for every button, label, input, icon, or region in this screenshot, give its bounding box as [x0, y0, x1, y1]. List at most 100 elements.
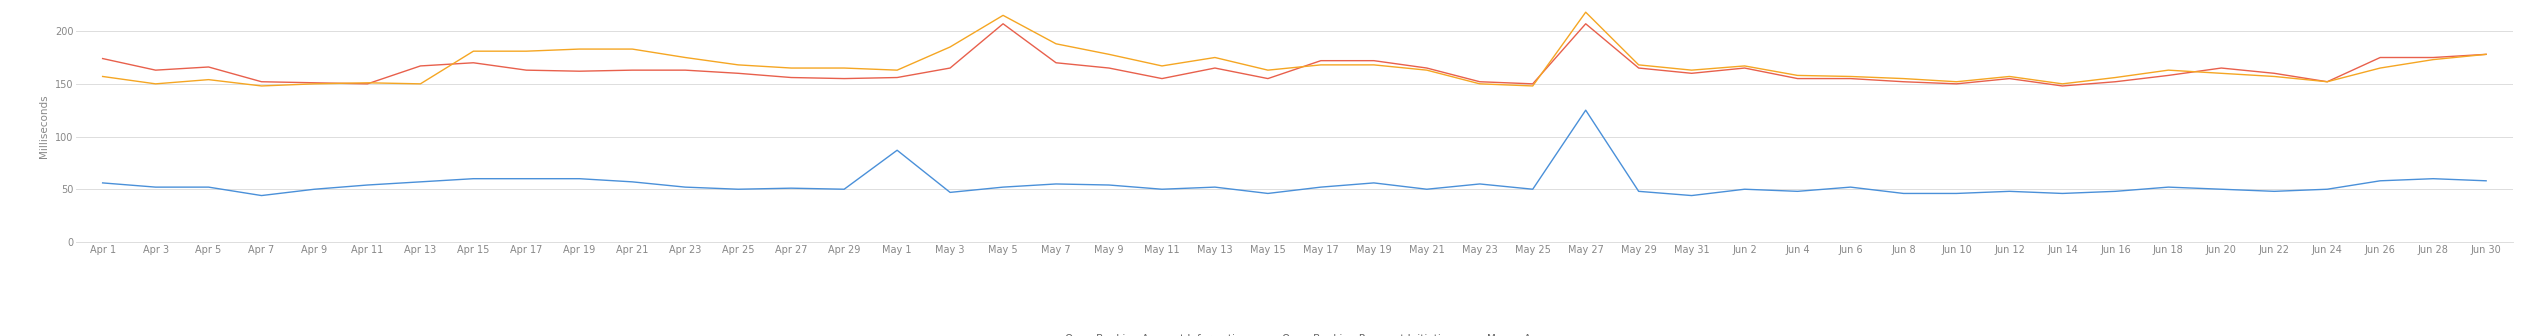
Monzo App: [140, 185, 170, 189]
Monzo App: [1942, 192, 1972, 196]
Open Banking Payment Initiation: [2259, 75, 2289, 79]
Open Banking Payment Initiation: [934, 45, 964, 49]
Open Banking Account Information: [934, 66, 964, 70]
Open Banking Payment Initiation: [1624, 63, 1655, 67]
Open Banking Account Information: [1835, 77, 1865, 81]
Legend: Open Banking Account Information, Open Banking Payment Initiation, Monzo App: Open Banking Account Information, Open B…: [1041, 330, 1548, 336]
Line: Open Banking Account Information: Open Banking Account Information: [102, 24, 2487, 86]
Monzo App: [1200, 185, 1231, 189]
Open Banking Payment Initiation: [617, 47, 647, 51]
Open Banking Account Information: [1518, 82, 1548, 86]
Open Banking Payment Initiation: [1411, 68, 1442, 72]
Monzo App: [881, 148, 911, 152]
Monzo App: [2048, 192, 2079, 196]
Open Banking Account Information: [987, 22, 1018, 26]
Open Banking Account Information: [1411, 66, 1442, 70]
Monzo App: [1835, 185, 1865, 189]
Monzo App: [1147, 187, 1178, 191]
Open Banking Account Information: [1147, 77, 1178, 81]
Open Banking Payment Initiation: [406, 82, 437, 86]
Open Banking Payment Initiation: [1728, 64, 1759, 68]
Open Banking Account Information: [2206, 66, 2236, 70]
Open Banking Account Information: [2472, 52, 2502, 56]
Open Banking Payment Initiation: [510, 49, 541, 53]
Monzo App: [1624, 189, 1655, 193]
Monzo App: [723, 187, 754, 191]
Open Banking Payment Initiation: [299, 82, 330, 86]
Open Banking Account Information: [140, 68, 170, 72]
Open Banking Account Information: [299, 81, 330, 85]
Monzo App: [1094, 183, 1124, 187]
Open Banking Payment Initiation: [2365, 66, 2396, 70]
Open Banking Account Information: [1041, 61, 1071, 65]
Open Banking Account Information: [1942, 82, 1972, 86]
Monzo App: [1518, 187, 1548, 191]
Monzo App: [299, 187, 330, 191]
Monzo App: [1358, 181, 1388, 185]
Monzo App: [617, 180, 647, 184]
Open Banking Payment Initiation: [2206, 71, 2236, 75]
Open Banking Account Information: [246, 80, 277, 84]
Open Banking Payment Initiation: [987, 13, 1018, 17]
Monzo App: [406, 180, 437, 184]
Open Banking Account Information: [353, 82, 383, 86]
Open Banking Payment Initiation: [881, 68, 911, 72]
Open Banking Account Information: [617, 68, 647, 72]
Open Banking Account Information: [563, 69, 594, 73]
Open Banking Account Information: [1464, 80, 1495, 84]
Open Banking Account Information: [723, 71, 754, 75]
Monzo App: [1995, 189, 2025, 193]
Open Banking Account Information: [2152, 73, 2183, 77]
Line: Monzo App: Monzo App: [102, 110, 2487, 196]
Open Banking Payment Initiation: [2152, 68, 2183, 72]
Open Banking Account Information: [2419, 55, 2449, 59]
Monzo App: [1305, 185, 1335, 189]
Monzo App: [1411, 187, 1442, 191]
Open Banking Payment Initiation: [563, 47, 594, 51]
Open Banking Payment Initiation: [1094, 52, 1124, 56]
Open Banking Account Information: [1571, 22, 1601, 26]
Monzo App: [510, 177, 541, 181]
Open Banking Account Information: [1995, 77, 2025, 81]
Open Banking Account Information: [406, 64, 437, 68]
Monzo App: [246, 194, 277, 198]
Open Banking Payment Initiation: [2099, 76, 2129, 80]
Open Banking Payment Initiation: [1782, 73, 1812, 77]
Monzo App: [563, 177, 594, 181]
Monzo App: [1041, 182, 1071, 186]
Line: Open Banking Payment Initiation: Open Banking Payment Initiation: [102, 12, 2487, 86]
Open Banking Payment Initiation: [723, 63, 754, 67]
Open Banking Account Information: [1728, 66, 1759, 70]
Open Banking Account Information: [510, 68, 541, 72]
Open Banking Payment Initiation: [830, 66, 860, 70]
Open Banking Account Information: [2365, 55, 2396, 59]
Open Banking Payment Initiation: [1835, 75, 1865, 79]
Open Banking Account Information: [2259, 71, 2289, 75]
Open Banking Payment Initiation: [1305, 63, 1335, 67]
Open Banking Account Information: [1678, 71, 1708, 75]
Open Banking Payment Initiation: [1995, 75, 2025, 79]
Open Banking Payment Initiation: [353, 81, 383, 85]
Monzo App: [2312, 187, 2343, 191]
Open Banking Payment Initiation: [2312, 80, 2343, 84]
Monzo App: [86, 181, 117, 185]
Open Banking Account Information: [670, 68, 700, 72]
Monzo App: [2206, 187, 2236, 191]
Monzo App: [1888, 192, 1919, 196]
Monzo App: [193, 185, 223, 189]
Monzo App: [459, 177, 490, 181]
Monzo App: [1678, 194, 1708, 198]
Open Banking Account Information: [1094, 66, 1124, 70]
Monzo App: [670, 185, 700, 189]
Open Banking Payment Initiation: [1678, 68, 1708, 72]
Open Banking Account Information: [2312, 80, 2343, 84]
Monzo App: [830, 187, 860, 191]
Open Banking Account Information: [1305, 59, 1335, 63]
Open Banking Payment Initiation: [140, 82, 170, 86]
Open Banking Payment Initiation: [1571, 10, 1601, 14]
Open Banking Account Information: [2099, 80, 2129, 84]
Open Banking Account Information: [1624, 66, 1655, 70]
Open Banking Account Information: [193, 65, 223, 69]
Monzo App: [987, 185, 1018, 189]
Monzo App: [1254, 192, 1284, 196]
